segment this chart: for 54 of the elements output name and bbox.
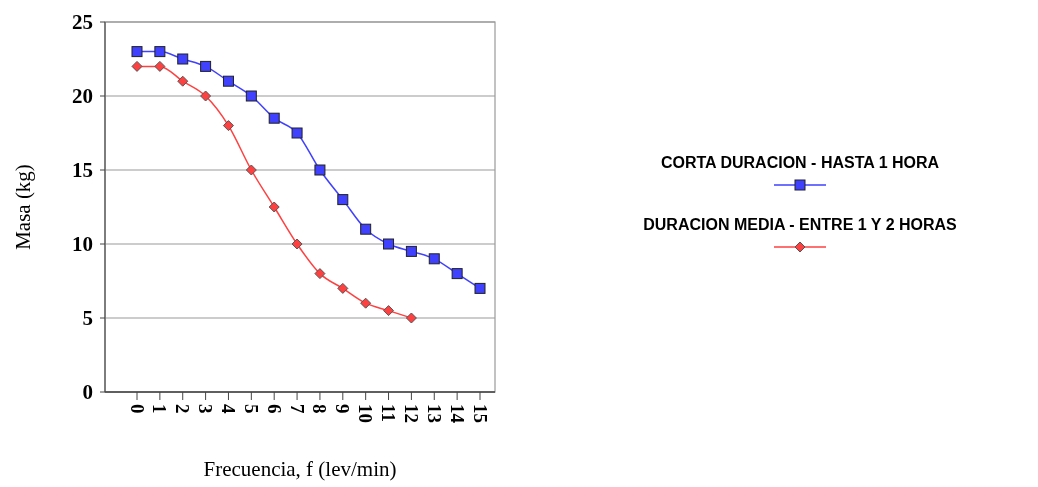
x-tick-label: 5 — [240, 404, 262, 414]
point — [405, 245, 417, 257]
x-tick-label: 0 — [126, 404, 148, 414]
x-tick-label: 11 — [378, 404, 400, 422]
point — [337, 282, 349, 294]
point — [245, 90, 257, 102]
point — [245, 164, 257, 176]
point — [360, 223, 372, 235]
y-tick-label: 5 — [82, 306, 93, 331]
x-tick-label: 3 — [195, 404, 217, 414]
point — [314, 164, 326, 176]
point — [428, 253, 440, 265]
point — [154, 60, 166, 72]
point — [383, 305, 395, 317]
x-tick-label: 13 — [423, 404, 445, 423]
y-tick-label: 10 — [72, 232, 93, 257]
text: CORTA DURACION - HASTA 1 HORA — [660, 154, 940, 171]
point — [177, 75, 189, 87]
point — [360, 297, 372, 309]
point — [291, 127, 303, 139]
y-tick-label: 15 — [72, 158, 93, 183]
x-tick-label: 6 — [263, 404, 285, 414]
x-axis-title: Frecuencia, f (lev/min) — [203, 457, 397, 481]
x-tick-label: 9 — [332, 404, 354, 414]
point — [200, 90, 212, 102]
point — [268, 112, 280, 124]
text: DURACION MEDIA - ENTRE 1 Y 2 HORAS — [643, 216, 958, 233]
point — [337, 194, 349, 206]
point — [383, 238, 395, 250]
point — [200, 60, 212, 72]
point — [222, 120, 234, 132]
y-tick-label: 25 — [72, 10, 93, 35]
point — [291, 238, 303, 250]
x-tick-label: 8 — [309, 404, 331, 414]
x-tick-label: 4 — [217, 404, 239, 414]
point — [268, 201, 280, 213]
point — [314, 268, 326, 280]
x-tick-label: 14 — [446, 404, 468, 424]
x-tick-label: 15 — [469, 404, 491, 423]
x-tick-label: 10 — [355, 404, 377, 423]
x-tick-label: 12 — [400, 404, 422, 423]
point — [131, 46, 143, 58]
y-axis-title: Masa (kg) — [11, 164, 35, 250]
x-tick-label: 2 — [172, 404, 194, 414]
point — [154, 46, 166, 58]
point — [131, 60, 143, 72]
point — [474, 282, 486, 294]
point — [405, 312, 417, 324]
point — [222, 75, 234, 87]
point — [177, 53, 189, 65]
point — [451, 268, 463, 280]
y-tick-label: 20 — [72, 84, 93, 109]
x-tick-label: 1 — [149, 404, 171, 414]
x-tick-label: 7 — [286, 404, 308, 414]
